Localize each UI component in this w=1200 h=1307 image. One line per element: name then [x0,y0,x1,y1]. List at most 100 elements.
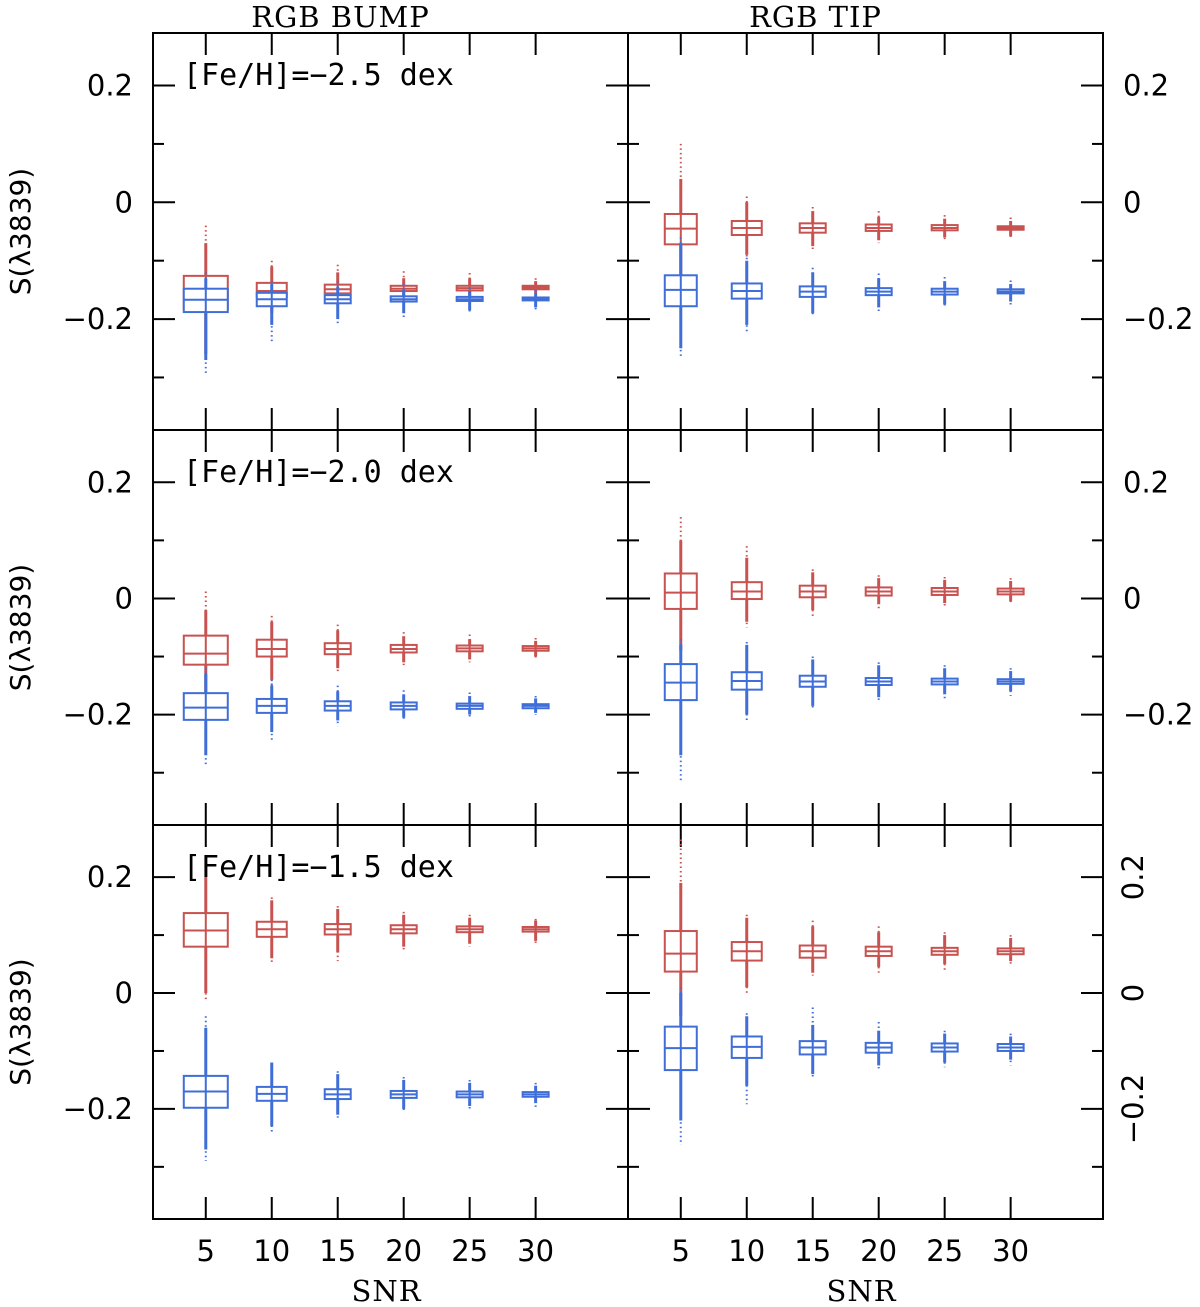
y-axis-title: S(λ3839) [4,168,37,295]
x-tick-label: 5 [672,1234,690,1268]
box-blue-snr-15 [798,656,827,709]
column-title: RGB BUMP [251,0,430,34]
box-blue-snr-10 [730,642,763,721]
x-tick-label: 30 [992,1234,1029,1268]
box-red-snr-15 [798,920,827,976]
y-tick-label-left: −0.2 [63,698,133,732]
box-blue-snr-25 [455,692,484,718]
box-red-snr-5 [663,517,698,657]
y-tick-label-left: 0.2 [87,69,133,103]
x-tick-label: 30 [517,1234,554,1268]
box-red-snr-30 [521,278,550,295]
x-tick-label: 10 [253,1234,290,1268]
metallicity-label: [Fe/H]=−2.0 dex [183,455,454,490]
x-tick-label: 10 [728,1234,765,1268]
y-axis-title: S(λ3839) [4,958,37,1085]
y-tick-label-left: 0 [115,581,133,615]
box-blue-snr-15 [323,1071,352,1118]
box-blue-snr-30 [521,696,550,715]
x-tick-label: 15 [794,1234,831,1268]
box-blue-snr-30 [996,668,1025,697]
box-blue-snr-20 [864,1022,893,1069]
axis-ticks [153,33,1103,1219]
y-tick-label-left: 0.2 [87,465,133,499]
x-tick-label: 25 [451,1234,488,1268]
axis-labels: [Fe/H]=−2.5 dex [Fe/H]=−2.0 dex [Fe/H]=−1.… [4,0,1193,1307]
box-blue-snr-30 [996,280,1025,305]
box-red-snr-5 [182,591,229,709]
box-blue-snr-30 [521,1082,550,1108]
box-blue-snr-20 [389,1077,418,1112]
box-red-snr-15 [798,206,827,250]
box-blue-snr-15 [323,281,352,324]
box-blue-snr-15 [798,267,827,317]
x-tick-label: 20 [860,1234,897,1268]
box-red-snr-20 [389,632,418,666]
y-tick-label-right: −0.2 [1116,1074,1150,1144]
box-red-snr-15 [798,569,827,616]
box-red-snr-20 [864,575,893,611]
box-blue-snr-20 [389,690,418,721]
box-red-snr-20 [864,211,893,244]
box-red-snr-5 [663,839,698,1022]
box-red-snr-25 [455,914,484,947]
box-blue-snr-5 [663,987,698,1145]
box-blue-snr-30 [521,289,550,311]
box-blue-snr-5 [663,639,698,782]
y-tick-label-right: 0 [1116,984,1150,1002]
y-tick-label-left: 0.2 [87,860,133,894]
box-blue-snr-20 [389,284,418,318]
box-red-snr-30 [521,918,550,944]
box-blue-snr-10 [255,679,288,743]
y-tick-label-right: 0 [1123,581,1141,615]
y-axis-title: S(λ3839) [4,564,37,691]
box-red-snr-15 [323,624,352,674]
metallicity-label: [Fe/H]=−2.5 dex [183,58,454,93]
column-title: RGB TIP [749,0,882,34]
box-blue-snr-30 [996,1033,1025,1066]
box-red-snr-5 [182,862,229,1000]
box-red-snr-10 [730,546,763,628]
box-blue-snr-20 [864,662,893,702]
box-red-snr-10 [255,897,288,965]
box-blue-snr-25 [455,287,484,314]
x-axis-title: SNR [351,1274,421,1307]
y-tick-label-left: 0 [115,185,133,219]
box-blue-snr-15 [323,685,352,727]
box-blue-snr-10 [730,257,763,332]
box-red-snr-25 [930,932,959,970]
box-red-snr-10 [730,196,763,258]
panel-frames [152,32,1104,1220]
y-tick-label-right: 0 [1123,185,1141,219]
y-tick-label-right: 0.2 [1123,69,1169,103]
box-red-snr-20 [864,926,893,973]
box-red-snr-25 [930,215,959,241]
box-blue-snr-5 [182,668,229,766]
box-blue-snr-25 [455,1079,484,1109]
x-tick-label: 25 [926,1234,963,1268]
box-blue-snr-25 [930,277,959,308]
box-blue-snr-5 [182,272,229,374]
metallicity-label: [Fe/H]=−1.5 dex [183,850,454,885]
box-red-snr-30 [996,217,1025,239]
box-blue-snr-5 [182,1016,229,1162]
x-tick-label: 15 [319,1234,356,1268]
box-blue-snr-25 [930,1030,959,1068]
y-tick-label-right: −0.2 [1123,302,1193,336]
y-tick-label-left: 0 [115,976,133,1010]
y-tick-label-right: 0.2 [1123,465,1169,499]
box-red-snr-25 [930,576,959,608]
box-red-snr-20 [389,911,418,950]
box-blue-snr-25 [930,665,959,699]
box-red-snr-10 [255,615,288,686]
box-red-snr-15 [323,906,352,962]
y-tick-label-left: −0.2 [63,1092,133,1126]
box-red-snr-10 [730,914,763,994]
box-blue-snr-5 [663,237,698,358]
box-red-snr-30 [521,637,550,660]
box-series [182,143,1025,1162]
x-tick-label: 20 [385,1234,422,1268]
y-tick-label-left: −0.2 [63,302,133,336]
box-red-snr-30 [996,578,1025,605]
